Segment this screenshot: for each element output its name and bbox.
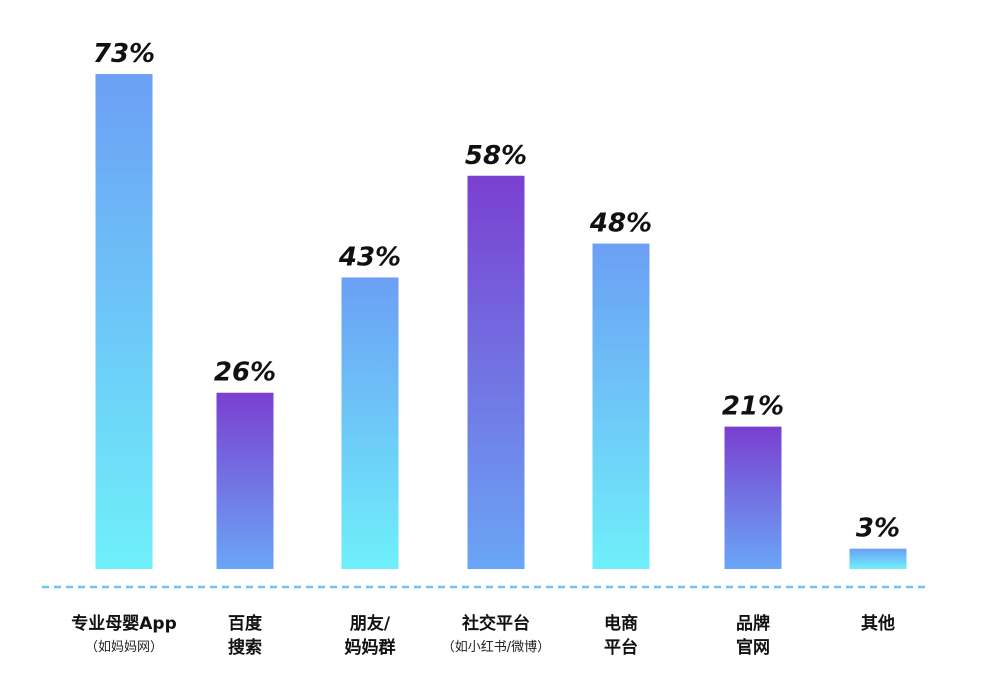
category-label-line: 官网 — [736, 637, 770, 658]
category-label-line: 电商 — [604, 613, 638, 634]
category-sublabel: （如妈妈网） — [85, 639, 163, 655]
bar-value-label: 73% — [93, 39, 155, 69]
bar-3 — [341, 277, 399, 569]
bar-value-label: 58% — [465, 141, 527, 171]
bar-value-label: 21% — [722, 392, 784, 422]
value-labels-layer: 73% 26% 43% 58% 48% 21% 3% — [93, 39, 900, 544]
bar-4 — [467, 175, 525, 569]
bar-value-label: 3% — [856, 514, 900, 544]
category-label-4: 社交平台 （如小红书/微博） — [442, 613, 550, 655]
category-label-line: 百度 — [228, 613, 263, 634]
bar-7 — [849, 548, 907, 569]
category-label-7: 其他 — [861, 613, 895, 634]
category-label-line: 朋友/ — [350, 613, 391, 634]
category-label-line: 专业母婴App — [71, 613, 177, 634]
category-label-line: 品牌 — [736, 613, 770, 634]
bar-6 — [724, 426, 782, 569]
category-label-line: 平台 — [604, 637, 638, 658]
category-label-line: 搜索 — [228, 637, 262, 658]
category-label-line: 妈妈群 — [345, 637, 396, 658]
category-label-line: 其他 — [861, 613, 895, 634]
bar-2 — [216, 392, 274, 569]
bar-value-label: 48% — [589, 209, 652, 239]
category-label-3: 朋友/妈妈群 — [345, 613, 396, 658]
bar-1 — [95, 74, 153, 569]
category-label-1: 专业母婴App （如妈妈网） — [71, 613, 177, 655]
category-label-line: 社交平台 — [461, 613, 530, 634]
bar-value-label: 26% — [214, 358, 276, 388]
bar-5 — [592, 243, 650, 569]
bars-layer — [95, 74, 907, 569]
category-sublabel: （如小红书/微博） — [442, 639, 550, 655]
bar-value-label: 43% — [338, 242, 401, 272]
